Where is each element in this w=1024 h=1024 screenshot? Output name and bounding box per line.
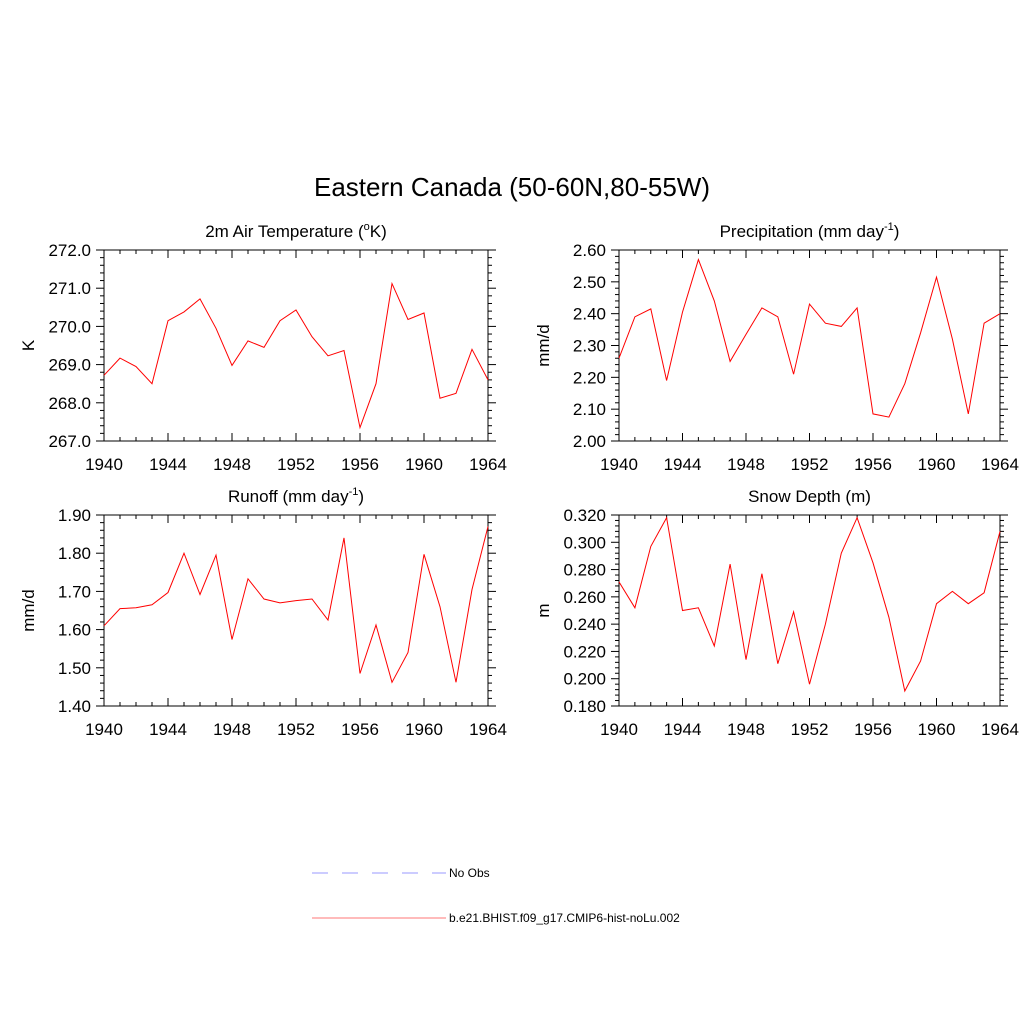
- runoff-y-tick-label: 1.50: [58, 659, 91, 678]
- panel-precipitation: Precipitation (mm day-1) mm/d 1940 1944 1948…: [534, 221, 1019, 474]
- runoff-x-tick-label: 1944: [149, 720, 187, 739]
- runoff-y-tick-label: 1.90: [58, 506, 91, 525]
- snow-depth-x-tick-label: 1948: [727, 720, 765, 739]
- snow-depth-y-tick-label: 0.240: [563, 615, 606, 634]
- figure-title: Eastern Canada (50-60N,80-55W): [314, 172, 710, 202]
- precipitation-x-tick-label: 1952: [791, 455, 829, 474]
- precipitation-y-tick-label: 2.30: [573, 337, 606, 356]
- air-temperature-y-tick-label: 268.0: [48, 394, 91, 413]
- runoff-panel-title: Runoff (mm day-1): [228, 486, 364, 506]
- snow-depth-y-tick-label: 0.220: [563, 642, 606, 661]
- legend-label-no-obs: No Obs: [449, 866, 490, 880]
- air-temperature-y-tick-label: 272.0: [48, 241, 91, 260]
- air-temperature-y-axis-label: K: [19, 339, 38, 351]
- runoff-y-tick-label: 1.80: [58, 544, 91, 563]
- panel-air-temperature: 2m Air Temperature (oK) K 1940 1944 1948 1952…: [19, 221, 507, 474]
- air-temperature-y-tick-label: 271.0: [48, 279, 91, 298]
- air-temperature-y-tick-label: 269.0: [48, 356, 91, 375]
- air-temperature-x-tick-label: 1952: [277, 455, 315, 474]
- snow-depth-x-tick-label: 1944: [664, 720, 702, 739]
- runoff-y-tick-label: 1.70: [58, 582, 91, 601]
- air-temperature-y-tick-label: 267.0: [48, 432, 91, 451]
- precipitation-x-tick-label: 1956: [854, 455, 892, 474]
- snow-depth-y-tick-label: 0.320: [563, 506, 606, 525]
- precipitation-x-tick-label: 1960: [918, 455, 956, 474]
- runoff-x-tick-label: 1964: [469, 720, 507, 739]
- panel-snow-depth: Snow Depth (m) m 1940 1944 1948 1952 1956 1960 1…: [534, 487, 1019, 739]
- air-temperature-x-tick-label: 1944: [149, 455, 187, 474]
- snow-depth-y-tick-label: 0.260: [563, 588, 606, 607]
- snow-depth-x-tick-label: 1964: [981, 720, 1019, 739]
- air-temperature-x-tick-label: 1964: [469, 455, 507, 474]
- precipitation-y-tick-label: 2.10: [573, 400, 606, 419]
- snow-depth-x-tick-label: 1952: [791, 720, 829, 739]
- air-temperature-x-tick-label: 1956: [341, 455, 379, 474]
- precipitation-x-tick-label: 1964: [981, 455, 1019, 474]
- air-temperature-panel-title: 2m Air Temperature (oK): [205, 221, 387, 241]
- runoff-x-tick-label: 1948: [213, 720, 251, 739]
- precipitation-y-tick-label: 2.00: [573, 432, 606, 451]
- snow-depth-y-tick-label: 0.280: [563, 561, 606, 580]
- air-temperature-x-tick-label: 1960: [405, 455, 443, 474]
- runoff-y-tick-label: 1.40: [58, 697, 91, 716]
- precipitation-panel-title: Precipitation (mm day-1): [720, 221, 900, 241]
- snow-depth-x-tick-label: 1940: [600, 720, 638, 739]
- precipitation-x-tick-label: 1940: [600, 455, 638, 474]
- snow-depth-series-line: [618, 516, 1001, 693]
- panel-runoff: Runoff (mm day-1) mm/d 1940 1944 1948 1952 195…: [19, 486, 507, 739]
- precipitation-x-tick-label: 1944: [664, 455, 702, 474]
- legend-label-model: b.e21.BHIST.f09_g17.CMIP6-hist-noLu.002: [449, 911, 680, 925]
- air-temperature-y-tick-label: 270.0: [48, 317, 91, 336]
- snow-depth-x-tick-label: 1956: [854, 720, 892, 739]
- precipitation-y-tick-label: 2.40: [573, 305, 606, 324]
- runoff-series-line: [103, 526, 489, 684]
- legend: No Obs b.e21.BHIST.f09_g17.CMIP6-hist-no…: [312, 866, 680, 925]
- runoff-plot-frame: [103, 514, 489, 707]
- runoff-x-tick-label: 1952: [277, 720, 315, 739]
- precipitation-series-line: [618, 258, 1001, 418]
- air-temperature-x-tick-label: 1948: [213, 455, 251, 474]
- snow-depth-y-tick-label: 0.300: [563, 533, 606, 552]
- air-temperature-series-line: [103, 281, 489, 430]
- precipitation-y-axis-label: mm/d: [534, 324, 553, 367]
- precipitation-y-tick-label: 2.50: [573, 273, 606, 292]
- snow-depth-y-tick-label: 0.200: [563, 670, 606, 689]
- snow-depth-panel-title: Snow Depth (m): [748, 487, 871, 506]
- runoff-x-tick-label: 1956: [341, 720, 379, 739]
- panels: 2m Air Temperature (oK) K 1940 1944 1948 1952…: [19, 221, 1019, 739]
- snow-depth-y-tick-label: 0.180: [563, 697, 606, 716]
- runoff-x-tick-label: 1960: [405, 720, 443, 739]
- runoff-y-axis-label: mm/d: [19, 589, 38, 632]
- runoff-x-tick-label: 1940: [85, 720, 123, 739]
- snow-depth-x-tick-label: 1960: [918, 720, 956, 739]
- precipitation-y-tick-label: 2.20: [573, 368, 606, 387]
- precipitation-x-tick-label: 1948: [727, 455, 765, 474]
- precipitation-plot-frame: [618, 249, 1001, 442]
- snow-depth-plot-frame: [618, 514, 1001, 707]
- runoff-y-tick-label: 1.60: [58, 621, 91, 640]
- snow-depth-y-axis-label: m: [534, 603, 553, 617]
- precipitation-y-tick-label: 2.60: [573, 241, 606, 260]
- air-temperature-x-tick-label: 1940: [85, 455, 123, 474]
